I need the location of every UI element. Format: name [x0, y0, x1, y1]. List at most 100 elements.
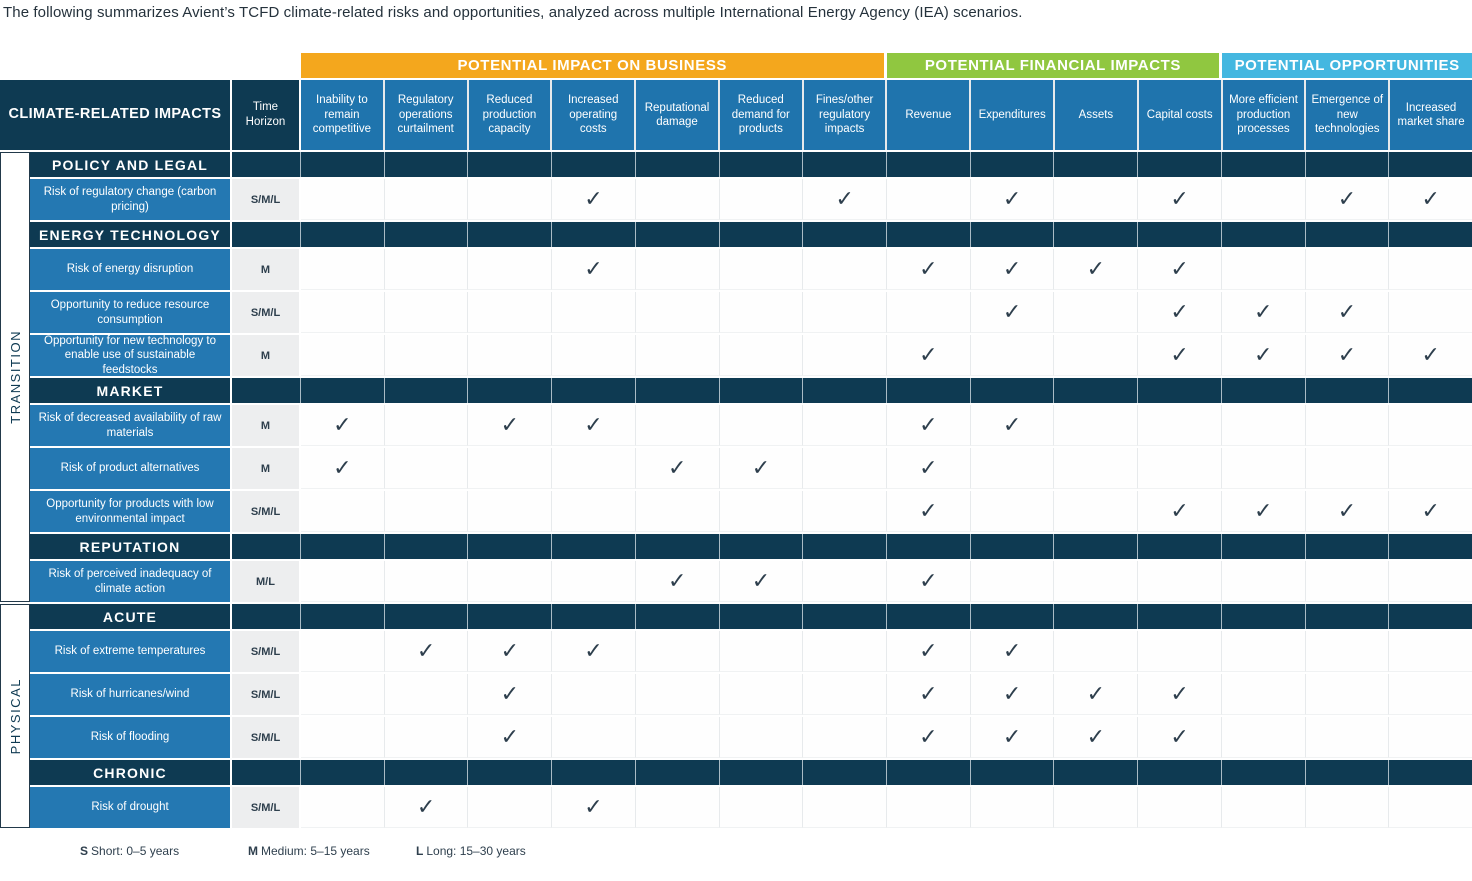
section-cell: [887, 534, 971, 559]
section-cell: [970, 152, 1055, 177]
section-cell: [1138, 760, 1222, 785]
section-cell: [635, 760, 720, 785]
impact-cell: [468, 249, 553, 290]
section-header-row: POLICY AND LEGAL: [30, 152, 1472, 177]
impact-cell: [803, 674, 888, 715]
table-row: Risk of drought S/M/L ✓ ✓: [30, 787, 1472, 828]
time-horizon-value: M/L: [232, 561, 301, 602]
section-cell: [1389, 152, 1472, 177]
check-icon: ✓: [1337, 299, 1357, 324]
impact-cell: ✓: [887, 674, 971, 715]
impact-cell: [1389, 292, 1472, 333]
impact-cell: [552, 674, 636, 715]
impact-cell: ✓: [384, 787, 469, 828]
section-cell: [635, 152, 720, 177]
impact-cell: [301, 335, 385, 376]
impact-cell: ✓: [384, 631, 469, 672]
check-icon: ✓: [1002, 638, 1022, 663]
impact-cell: [803, 405, 888, 446]
impact-cell: [803, 335, 888, 376]
impact-cell: ✓: [970, 179, 1055, 220]
group-band: POTENTIAL FINANCIAL IMPACTS: [886, 53, 1220, 78]
table-rows: POLICY AND LEGAL Risk of regulatory chang…: [30, 152, 1472, 830]
check-icon: ✓: [500, 412, 520, 437]
impact-cell: [635, 717, 720, 758]
impact-cell: [1138, 787, 1222, 828]
table-row: Risk of product alternatives M ✓ ✓ ✓ ✓: [30, 448, 1472, 489]
section-cell: [803, 760, 888, 785]
impact-cell: [1389, 631, 1472, 672]
section-cell: [1305, 152, 1390, 177]
check-icon: ✓: [1421, 186, 1440, 211]
impact-cell: [970, 787, 1055, 828]
impact-cell: [1305, 717, 1390, 758]
table-row: Risk of decreased availability of raw ma…: [30, 405, 1472, 446]
row-label: Risk of product alternatives: [30, 448, 232, 489]
impact-cell: [635, 674, 720, 715]
time-horizon-value: S/M/L: [232, 292, 301, 333]
column-header-row: CLIMATE-RELATED IMPACTS Time Horizon Ina…: [0, 80, 1472, 150]
impact-cell: [468, 292, 553, 333]
check-icon: ✓: [919, 342, 938, 367]
check-icon: ✓: [333, 412, 352, 437]
section-cell: [1221, 534, 1306, 559]
impact-cell: [635, 631, 720, 672]
impact-cell: [1054, 491, 1139, 532]
check-icon: ✓: [1170, 299, 1189, 324]
section-cell: [1054, 378, 1139, 403]
check-icon: ✓: [919, 455, 938, 480]
impact-cell: [887, 292, 971, 333]
impact-cell: ✓: [970, 674, 1055, 715]
check-icon: ✓: [919, 412, 938, 437]
impact-cell: [1054, 561, 1139, 602]
section-time-cell: [232, 222, 301, 247]
check-icon: ✓: [919, 256, 938, 281]
section-header-row: ENERGY TECHNOLOGY: [30, 222, 1472, 247]
legend-item-medium: M Medium: 5–15 years: [248, 844, 416, 858]
impact-cell: ✓: [970, 405, 1055, 446]
impact-cell: [468, 561, 553, 602]
check-icon: ✓: [1254, 299, 1273, 324]
impact-cell: [803, 448, 888, 489]
section-cell: [552, 604, 636, 629]
impact-cell: [1138, 631, 1222, 672]
section-cell: [803, 378, 888, 403]
impact-cell: ✓: [301, 405, 385, 446]
impact-cell: [1138, 405, 1222, 446]
section-time-cell: [232, 534, 301, 559]
legend-text: Short: 0–5 years: [91, 844, 180, 858]
group-band-row: POTENTIAL IMPACT ON BUSINESS POTENTIAL FI…: [0, 53, 1472, 78]
section-cell: [552, 760, 636, 785]
section-cell: [970, 534, 1055, 559]
impact-cell: [468, 491, 553, 532]
impact-cell: [552, 335, 636, 376]
group-band: POTENTIAL IMPACT ON BUSINESS: [301, 53, 884, 78]
section-cell: [552, 222, 636, 247]
row-label: Opportunity to reduce resource consumpti…: [30, 292, 232, 333]
row-label: Opportunity for new technology to enable…: [30, 335, 232, 376]
impact-cell: [635, 491, 720, 532]
check-icon: ✓: [668, 568, 687, 593]
impact-cell: [1221, 717, 1306, 758]
impact-cell: [384, 448, 469, 489]
section-cell: [635, 222, 720, 247]
check-icon: ✓: [1254, 342, 1273, 367]
check-icon: ✓: [1086, 681, 1106, 706]
impact-cell: ✓: [1389, 491, 1472, 532]
impact-cell: [635, 405, 720, 446]
check-icon: ✓: [668, 455, 687, 480]
section-cell: [970, 222, 1055, 247]
check-icon: ✓: [1421, 498, 1440, 523]
impact-cell: [719, 787, 804, 828]
check-icon: ✓: [1337, 498, 1357, 523]
impact-cell: [1305, 405, 1390, 446]
section-cell: [1389, 604, 1472, 629]
section-cell: [803, 222, 888, 247]
check-icon: ✓: [584, 794, 603, 819]
impact-cell: ✓: [970, 631, 1055, 672]
section-title: REPUTATION: [30, 534, 232, 559]
section-cell: [468, 534, 553, 559]
column-header: Reduced demand for products: [719, 80, 804, 150]
impact-cell: ✓: [552, 405, 636, 446]
check-icon: ✓: [500, 681, 520, 706]
